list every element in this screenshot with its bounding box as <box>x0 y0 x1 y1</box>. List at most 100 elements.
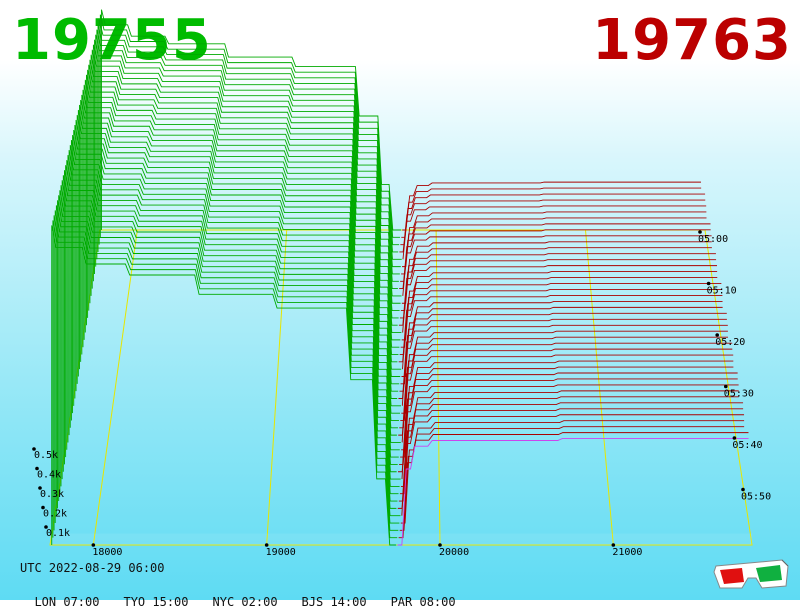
ask-depth-line <box>401 414 745 516</box>
bid-depth-line <box>54 210 400 524</box>
ask-depth-line <box>402 235 712 296</box>
ask-depth-line <box>400 193 706 246</box>
bid-depth-line <box>92 44 399 282</box>
z-tick-label: 0.1k <box>46 528 70 539</box>
z-tick-label: 0.3k <box>40 489 64 500</box>
ask-depth-line <box>401 187 702 238</box>
x-tick-label: 20000 <box>439 547 469 558</box>
z-tick-marker <box>41 505 45 510</box>
bid-depth-line <box>77 109 401 377</box>
x-gridline <box>435 229 441 546</box>
bid-depth-line <box>74 124 398 399</box>
series-layer <box>51 9 749 546</box>
ask-depth-line <box>399 312 727 392</box>
ask-depth-line <box>398 289 722 363</box>
bid-depth-line <box>84 79 402 334</box>
bid-depth-line <box>57 200 397 509</box>
bid-depth-line <box>67 155 401 443</box>
bid-depth-line <box>65 165 399 458</box>
z-tick-label: 0.5k <box>34 450 58 461</box>
x-gridline <box>584 229 614 546</box>
ask-depth-line <box>401 354 734 443</box>
ask-depth-line <box>402 211 707 268</box>
ask-depth-line <box>402 265 718 333</box>
ask-depth-line <box>398 432 749 539</box>
tick-layer: 18000 19000 20000 21000 0.1k 0.2k 0.3k 0.4k 0.5k… <box>32 230 771 558</box>
ask-depth-line <box>400 306 723 385</box>
bid-depth-line <box>98 19 400 246</box>
city-clocks: LON 07:00 TYO 15:00 NYC 02:00 BJS 14:00 PAR … <box>20 581 480 609</box>
bid-depth-line <box>79 104 402 370</box>
bid-depth-line <box>91 49 398 290</box>
ask-depth-line <box>400 390 739 487</box>
ask-depth-line <box>398 402 744 502</box>
ask-depth-line <box>400 420 745 524</box>
x-tick-marker <box>611 543 616 547</box>
ask-depth-line <box>401 360 734 451</box>
city-clock: BJS 14:00 <box>301 595 367 609</box>
bid-depth-line <box>53 215 399 531</box>
ask-depth-line <box>397 408 744 509</box>
3d-glasses-icon[interactable] <box>712 556 790 592</box>
ask-depth-line <box>400 336 729 421</box>
ask-depth-line <box>401 324 728 406</box>
bid-depth-line <box>60 185 400 487</box>
x-tick-label: 19000 <box>266 547 296 558</box>
bid-depth-line <box>86 74 398 326</box>
ask-depth-line <box>398 259 717 326</box>
bid-depth-line <box>81 94 399 355</box>
bid-depth-line <box>51 225 397 546</box>
x-tick-marker <box>264 543 269 547</box>
bid-depth-line <box>96 29 402 260</box>
bid-depth-line <box>66 160 400 451</box>
city-clock: PAR 08:00 <box>390 595 456 609</box>
time-tick-marker <box>741 487 745 492</box>
time-tick-marker <box>732 436 737 440</box>
ask-depth-line <box>398 348 733 436</box>
bid-depth-line <box>97 24 399 253</box>
bid-depth-line <box>61 180 401 480</box>
bid-depth-line <box>89 59 401 304</box>
ask-depth-line <box>399 229 711 290</box>
z-tick-marker <box>38 486 42 490</box>
ask-depth-line <box>402 294 723 370</box>
bid-depth-line <box>69 145 398 429</box>
bid-depth-line <box>101 9 402 231</box>
front-fill <box>50 533 752 545</box>
bid-depth-line <box>75 119 399 392</box>
city-clock: LON 07:00 <box>34 595 100 609</box>
ask-depth-line <box>399 283 722 355</box>
bid-depth-line <box>55 205 401 517</box>
time-tick-label: 05:10 <box>707 286 737 297</box>
z-tick-label: 0.4k <box>37 470 61 481</box>
ask-depth-line <box>401 241 712 304</box>
bid-depth-line <box>70 140 399 421</box>
x-gridline <box>92 229 138 546</box>
bid-depth-line <box>83 84 401 341</box>
bid-depth-line <box>72 134 400 414</box>
ask-depth-line <box>400 366 734 458</box>
time-tick-marker <box>698 230 702 234</box>
ask-depth-line <box>402 181 701 231</box>
ask-depth-line <box>401 271 718 341</box>
bid-depth-line <box>59 190 399 495</box>
bid-depth-line <box>76 114 400 385</box>
time-tick-marker <box>724 384 728 389</box>
ask-depth-line <box>399 342 733 429</box>
bid-depth-line <box>52 220 398 539</box>
ask-depth-line <box>401 300 723 377</box>
bid-depth-line <box>68 150 397 436</box>
z-tick-label: 0.2k <box>43 509 67 520</box>
bid-depth-line <box>95 34 401 268</box>
time-tick-label: 05:00 <box>698 234 728 245</box>
ask-price: 19763 <box>592 8 792 73</box>
ask-depth-line <box>399 396 739 495</box>
bid-depth-line <box>88 64 400 312</box>
x-tick-marker <box>438 543 442 547</box>
ask-depth-line <box>401 384 739 480</box>
bid-depth-line <box>58 195 398 502</box>
bid-depth-line <box>87 69 399 319</box>
ask-depth-line <box>400 223 711 282</box>
ask-depth-line <box>400 247 712 312</box>
